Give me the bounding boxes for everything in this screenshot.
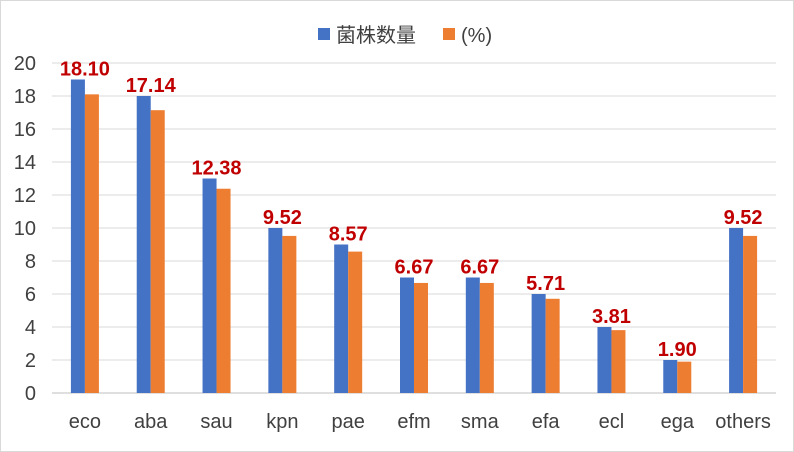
gridlines bbox=[52, 62, 776, 394]
category-label-pae: pae bbox=[331, 411, 364, 433]
bar-percent-sma bbox=[479, 282, 494, 393]
bar-count-ega bbox=[663, 360, 678, 393]
y-tick-label: 2 bbox=[25, 350, 36, 372]
data-label-efm: 6.67 bbox=[395, 257, 434, 279]
y-tick-label: 18 bbox=[14, 86, 36, 108]
y-tick-label: 6 bbox=[25, 284, 36, 306]
bar-percent-aba bbox=[150, 110, 165, 393]
data-labels: 18.10 17.14 12.38 9.52 8.57 6.67 6.67 5.71 3.81 1… bbox=[60, 59, 763, 362]
y-tick-label: 4 bbox=[25, 317, 36, 339]
y-axis-tick-labels: 0 2 4 6 8 10 12 14 16 18 20 bbox=[14, 53, 36, 405]
legend: 菌株数量 (%) bbox=[318, 24, 492, 47]
legend-label-percent: (%) bbox=[461, 25, 492, 47]
bar-percent-ega bbox=[677, 361, 692, 393]
data-label-ega: 1.90 bbox=[658, 339, 697, 361]
category-label-others: others bbox=[715, 411, 771, 433]
bar-percent-pae bbox=[348, 251, 363, 393]
data-label-pae: 8.57 bbox=[329, 224, 368, 246]
legend-swatch-percent bbox=[443, 28, 455, 40]
category-label-sma: sma bbox=[461, 411, 500, 433]
category-label-aba: aba bbox=[134, 411, 168, 433]
legend-swatch-count bbox=[318, 28, 330, 40]
data-label-aba: 17.14 bbox=[126, 75, 177, 97]
y-tick-label: 14 bbox=[14, 152, 36, 174]
bar-percent-efa bbox=[545, 298, 560, 393]
data-label-kpn: 9.52 bbox=[263, 207, 302, 229]
bar-count-ecl bbox=[597, 327, 612, 393]
y-tick-label: 8 bbox=[25, 251, 36, 273]
legend-label-count: 菌株数量 bbox=[336, 24, 416, 47]
data-label-efa: 5.71 bbox=[526, 273, 565, 295]
bar-count-kpn bbox=[268, 228, 283, 393]
y-tick-label: 0 bbox=[25, 383, 36, 405]
bar-count-others bbox=[729, 228, 744, 393]
y-tick-label: 10 bbox=[14, 218, 36, 240]
bar-count-eco bbox=[70, 79, 85, 393]
bar-percent-efm bbox=[414, 282, 428, 393]
bar-percent-sau bbox=[216, 188, 231, 393]
bars bbox=[70, 79, 758, 393]
category-labels: eco aba sau kpn pae efm sma efa ecl ega others bbox=[69, 411, 771, 433]
category-label-efa: efa bbox=[532, 411, 561, 433]
bar-count-efm bbox=[400, 277, 414, 393]
data-label-ecl: 3.81 bbox=[592, 306, 631, 328]
bar-count-pae bbox=[334, 244, 349, 393]
bar-percent-others bbox=[743, 235, 758, 393]
y-tick-label: 20 bbox=[14, 53, 36, 75]
bar-count-efa bbox=[531, 294, 546, 393]
bar-count-sma bbox=[465, 277, 480, 393]
data-label-sau: 12.38 bbox=[192, 158, 242, 180]
data-label-others: 9.52 bbox=[724, 207, 763, 229]
bar-count-aba bbox=[136, 96, 151, 393]
y-tick-label: 12 bbox=[14, 185, 36, 207]
category-label-sau: sau bbox=[200, 411, 232, 433]
bar-percent-kpn bbox=[282, 235, 297, 393]
category-label-kpn: kpn bbox=[266, 411, 298, 433]
category-label-efm: efm bbox=[397, 411, 430, 433]
bar-count-sau bbox=[202, 178, 217, 393]
category-label-ecl: ecl bbox=[599, 411, 625, 433]
data-label-eco: 18.10 bbox=[60, 59, 110, 81]
data-label-sma: 6.67 bbox=[460, 257, 499, 279]
bar-percent-eco bbox=[84, 94, 99, 393]
bar-percent-ecl bbox=[611, 330, 626, 393]
category-label-ega: ega bbox=[661, 411, 695, 433]
y-tick-label: 16 bbox=[14, 119, 36, 141]
category-label-eco: eco bbox=[69, 411, 101, 433]
